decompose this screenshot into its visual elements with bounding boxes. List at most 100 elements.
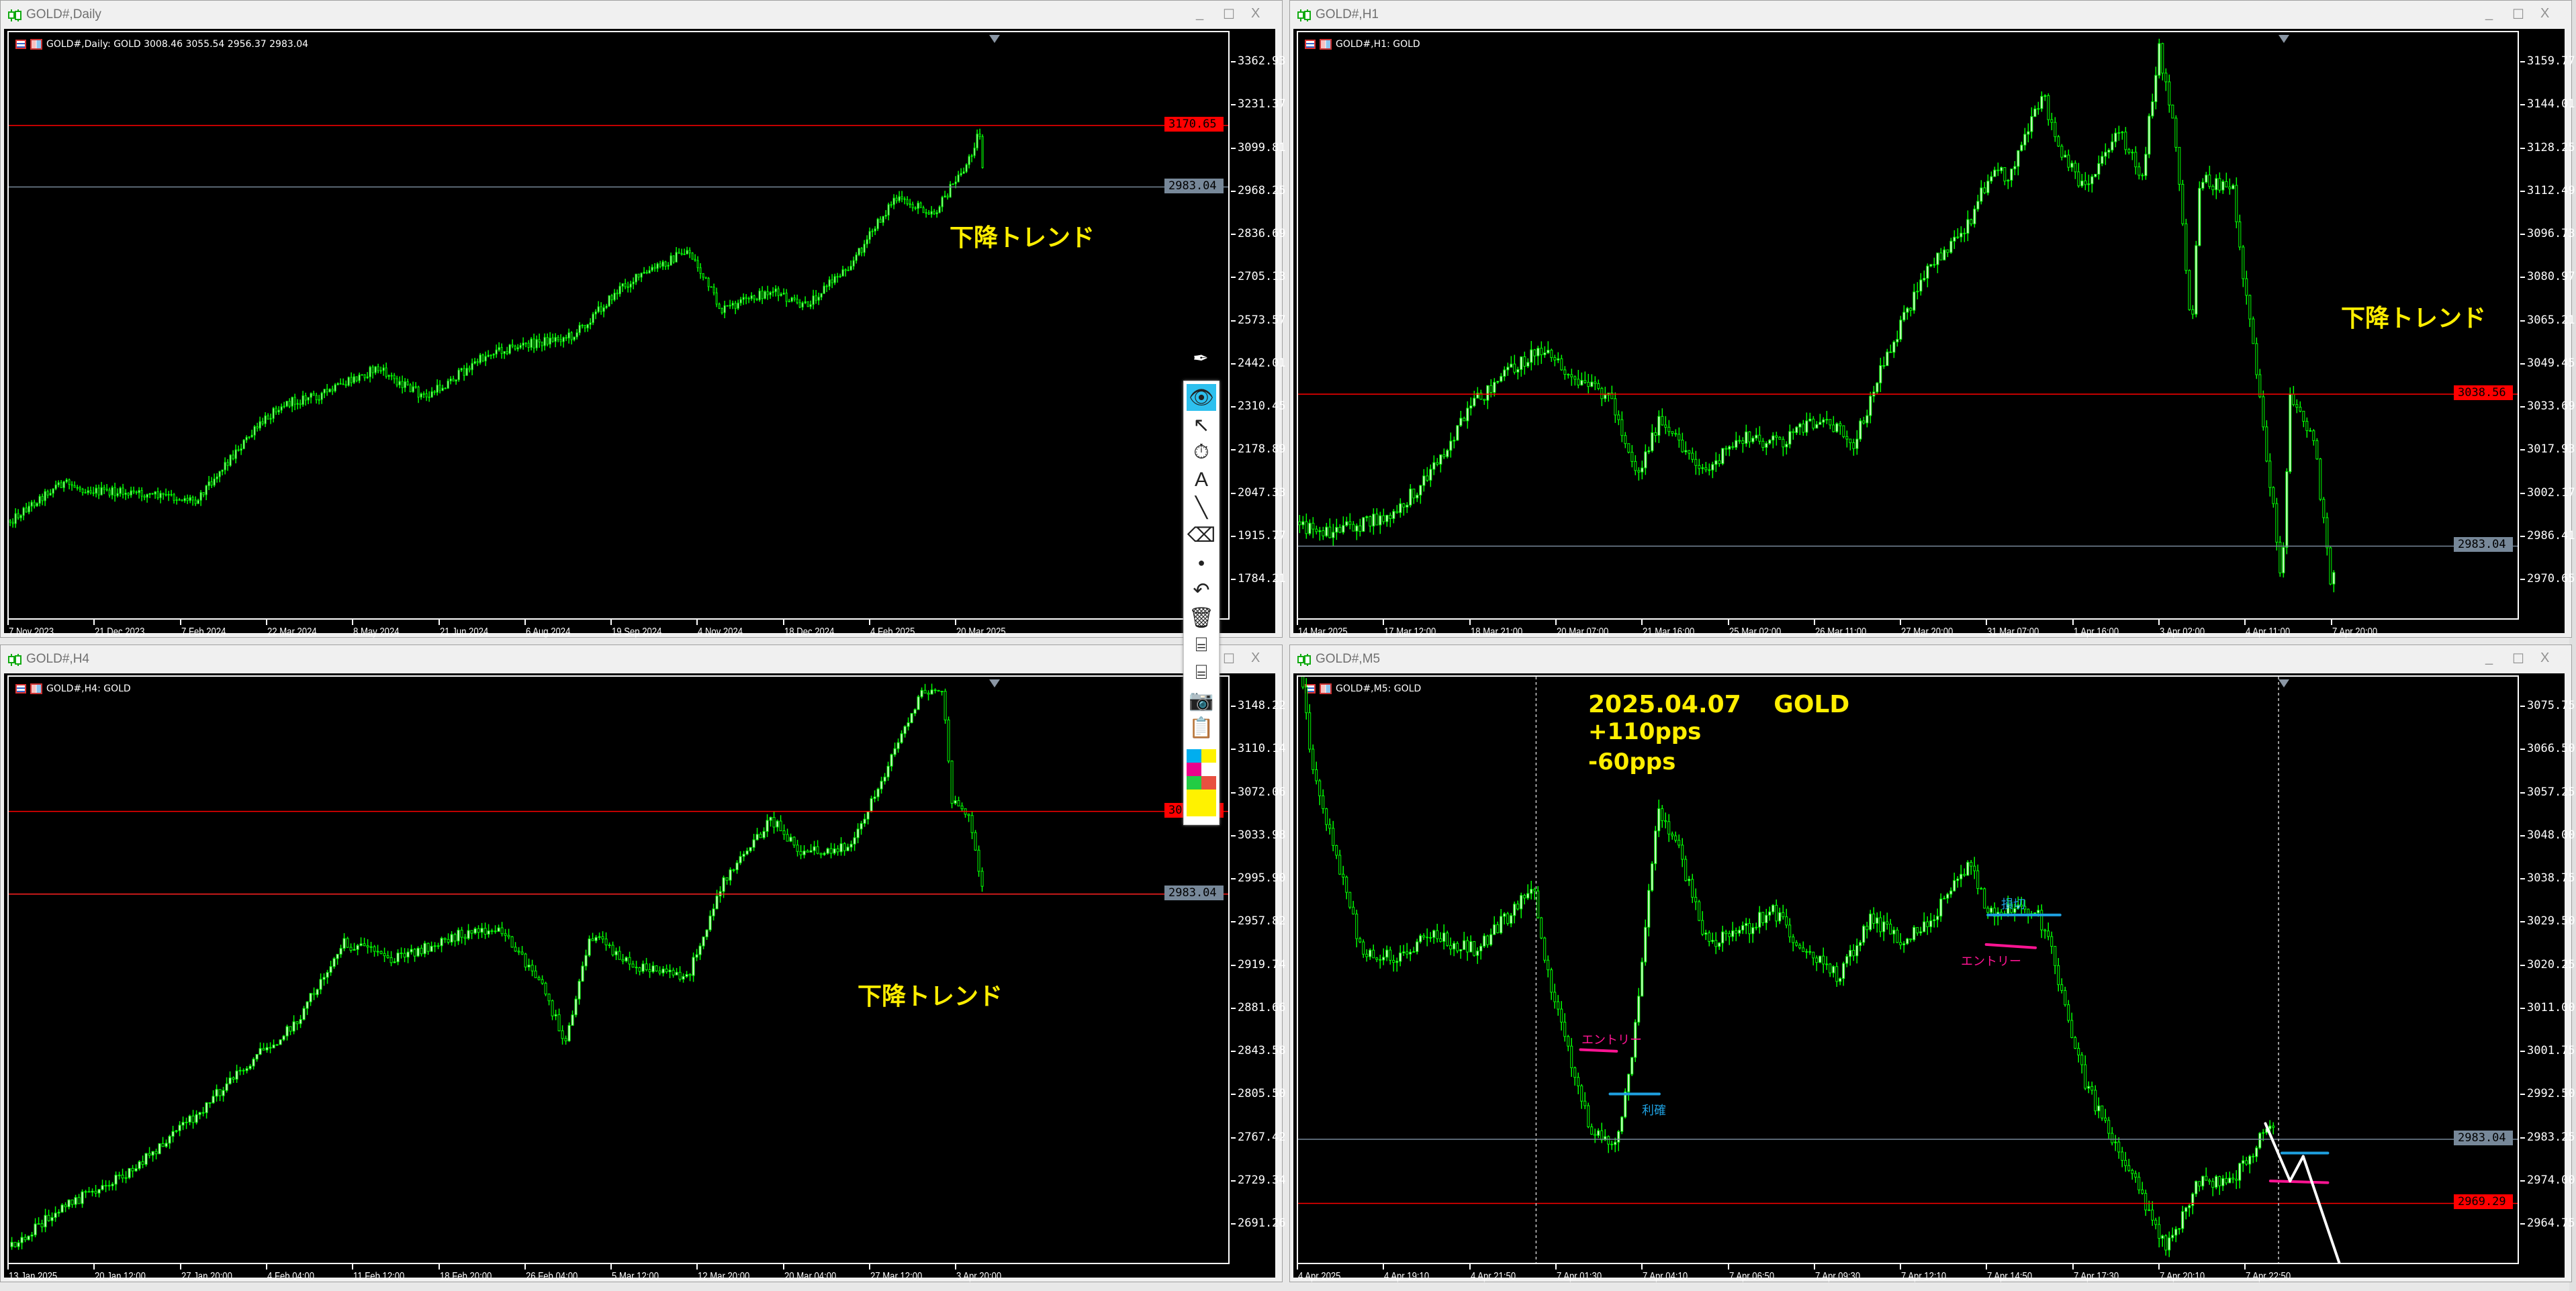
candle-body [2252, 318, 2255, 344]
color-swatch[interactable] [1201, 763, 1216, 776]
close-button[interactable]: X [1251, 6, 1260, 21]
title-bar[interactable]: GOLD#,H1 _ ☐ X [1290, 1, 2571, 29]
entry-line [1579, 1048, 1618, 1053]
candle-body [1630, 452, 1634, 462]
chart-annotation-text[interactable]: -60pps [1588, 749, 1676, 775]
chart-window-m5[interactable]: GOLD#,M5 _ ☐ X GOLD#,M5: GOLD 3075.75 3066.50 3… [1289, 644, 2575, 1282]
indicator-icon[interactable] [30, 39, 42, 50]
color-swatch[interactable] [1187, 749, 1201, 763]
plot-area[interactable]: GOLD#,H1: GOLD [1297, 31, 2519, 620]
text-icon[interactable]: A [1194, 469, 1208, 491]
price-chart [1298, 38, 2518, 593]
title-bar[interactable]: GOLD#,H4_☐X [1, 645, 1282, 673]
color-swatch[interactable] [1187, 776, 1201, 790]
close-button[interactable]: X [2540, 651, 2550, 665]
candle-body [221, 469, 224, 472]
trash-icon[interactable]: 🗑 [1188, 606, 1215, 629]
chart-annotation-text[interactable]: 2025.04.07 GOLD [1588, 691, 1850, 718]
maximize-button[interactable]: ☐ [1223, 652, 1235, 667]
plot-area[interactable]: GOLD#,M5: GOLD [1297, 675, 2519, 1264]
indicator-icon[interactable] [1320, 683, 1332, 694]
magnet-icon[interactable]: ⌸ [1195, 634, 1207, 656]
candle-body [641, 963, 645, 972]
maximize-button[interactable]: ☐ [2512, 7, 2524, 22]
candle-body [721, 308, 723, 314]
color-swatch[interactable] [1187, 790, 1216, 816]
chart-annotation-text[interactable]: +110pps [1588, 718, 1702, 745]
title-bar[interactable]: GOLD#,Daily _ ☐ X [1, 1, 1282, 29]
chart-area[interactable]: GOLD#,M5: GOLD 3075.75 3066.50 3057.25 3048.… [1293, 673, 2575, 1282]
cursor-icon[interactable]: ↖ [1193, 414, 1210, 436]
chart-window-h1[interactable]: GOLD#,H1 _ ☐ X GOLD#,H1: GOLD 3159.77 3144.01 3… [1289, 0, 2575, 638]
candle-body [232, 1078, 235, 1080]
color-swatch[interactable] [1201, 749, 1216, 763]
chart-annotation-text[interactable]: 損切 [2001, 898, 2025, 912]
maximize-button[interactable]: ☐ [1223, 7, 1235, 22]
plot-area[interactable]: GOLD#,Daily: GOLD 3008.46 3055.54 2956.3… [7, 31, 1230, 620]
title-bar[interactable]: GOLD#,M5 _ ☐ X [1290, 645, 2571, 673]
candle-body [1829, 963, 1832, 973]
candle-body [1614, 398, 1617, 416]
candle-body [813, 846, 816, 851]
drawing-toolbar[interactable]: 👁 ↖ ⏱ A ╲ ⌫ ● ↶ 🗑 ⌸ ⌸ 📷 📋 [1183, 381, 1220, 825]
candle-body [2171, 1235, 2174, 1239]
chart-shift-marker[interactable] [2279, 679, 2289, 687]
candle-body [57, 1212, 60, 1214]
candle-body [517, 951, 520, 953]
candle-body [289, 1026, 292, 1032]
candle-body [920, 689, 923, 698]
chart-annotation-text[interactable]: エントリー [1961, 955, 2021, 969]
candle-body [1758, 912, 1761, 928]
line-icon[interactable]: ╲ [1195, 496, 1208, 519]
data-window-icon[interactable] [15, 684, 26, 694]
chart-area[interactable]: GOLD#,H4: GOLD 3148.22 3110.14 3072.06 3033.… [4, 673, 1286, 1282]
chart-annotation-text[interactable]: エントリー [1581, 1033, 1642, 1047]
color-swatch[interactable] [1201, 776, 1216, 790]
stopwatch-off-icon[interactable]: ⏱ [1193, 441, 1209, 463]
chart-shift-marker[interactable] [989, 35, 1000, 43]
close-button[interactable]: X [1251, 651, 1260, 665]
color-palette[interactable] [1187, 749, 1216, 816]
close-button[interactable]: X [2540, 6, 2550, 21]
indicator-icon[interactable] [30, 683, 42, 694]
candle-body [114, 1174, 118, 1185]
data-window-icon[interactable] [1305, 40, 1316, 49]
minimize-button[interactable]: _ [2485, 6, 2493, 21]
price-tick: 3362.93 [1231, 55, 1286, 67]
chart-annotation-text[interactable]: 下降トレンド [2341, 305, 2487, 332]
pen-icon[interactable]: ✒ [1187, 344, 1215, 372]
magnet-icon[interactable]: ⌸ [1195, 661, 1207, 683]
chart-area[interactable]: GOLD#,H1: GOLD 3159.77 3144.01 3128.25 3112.… [1293, 29, 2575, 638]
candle-body [181, 1122, 185, 1126]
chart-shift-marker[interactable] [989, 679, 1000, 687]
candle-body [527, 342, 530, 348]
candle-body [962, 171, 965, 174]
candle-body [809, 850, 813, 853]
dot-icon[interactable]: ● [1197, 555, 1205, 569]
candle-body [143, 495, 146, 498]
chart-area[interactable]: GOLD#,Daily: GOLD 3008.46 3055.54 2956.3… [4, 29, 1286, 638]
indicator-icon[interactable] [1320, 39, 1332, 50]
chart-annotation-text[interactable]: 利確 [1642, 1104, 1666, 1118]
chart-shift-marker[interactable] [2279, 35, 2289, 43]
chart-window-daily[interactable]: GOLD#,Daily _ ☐ X GOLD#,Daily: GOLD 3008.46 … [0, 0, 1286, 638]
minimize-button[interactable]: _ [1196, 6, 1204, 21]
plot-area[interactable]: GOLD#,H4: GOLD [7, 675, 1230, 1264]
candle-body [2332, 572, 2336, 585]
maximize-button[interactable]: ☐ [2512, 652, 2524, 667]
candle-body [208, 1102, 212, 1104]
clipboard-icon[interactable]: 📋 [1189, 716, 1214, 739]
candle-body [1976, 201, 1980, 209]
camera-icon[interactable]: 📷 [1189, 689, 1214, 712]
minimize-button[interactable]: _ [2485, 651, 2493, 665]
color-swatch[interactable] [1187, 763, 1201, 776]
undo-icon[interactable]: ↶ [1193, 579, 1210, 602]
eye-icon[interactable]: 👁 [1187, 384, 1216, 411]
chart-annotation-text[interactable]: 下降トレンド [858, 983, 1003, 1010]
eraser-icon[interactable]: ⌫ [1187, 524, 1216, 546]
candle-body [1641, 467, 1644, 473]
data-window-icon[interactable] [15, 40, 26, 49]
candle-body [1768, 440, 1772, 444]
chart-annotation-text[interactable]: 下降トレンド [950, 224, 1095, 252]
